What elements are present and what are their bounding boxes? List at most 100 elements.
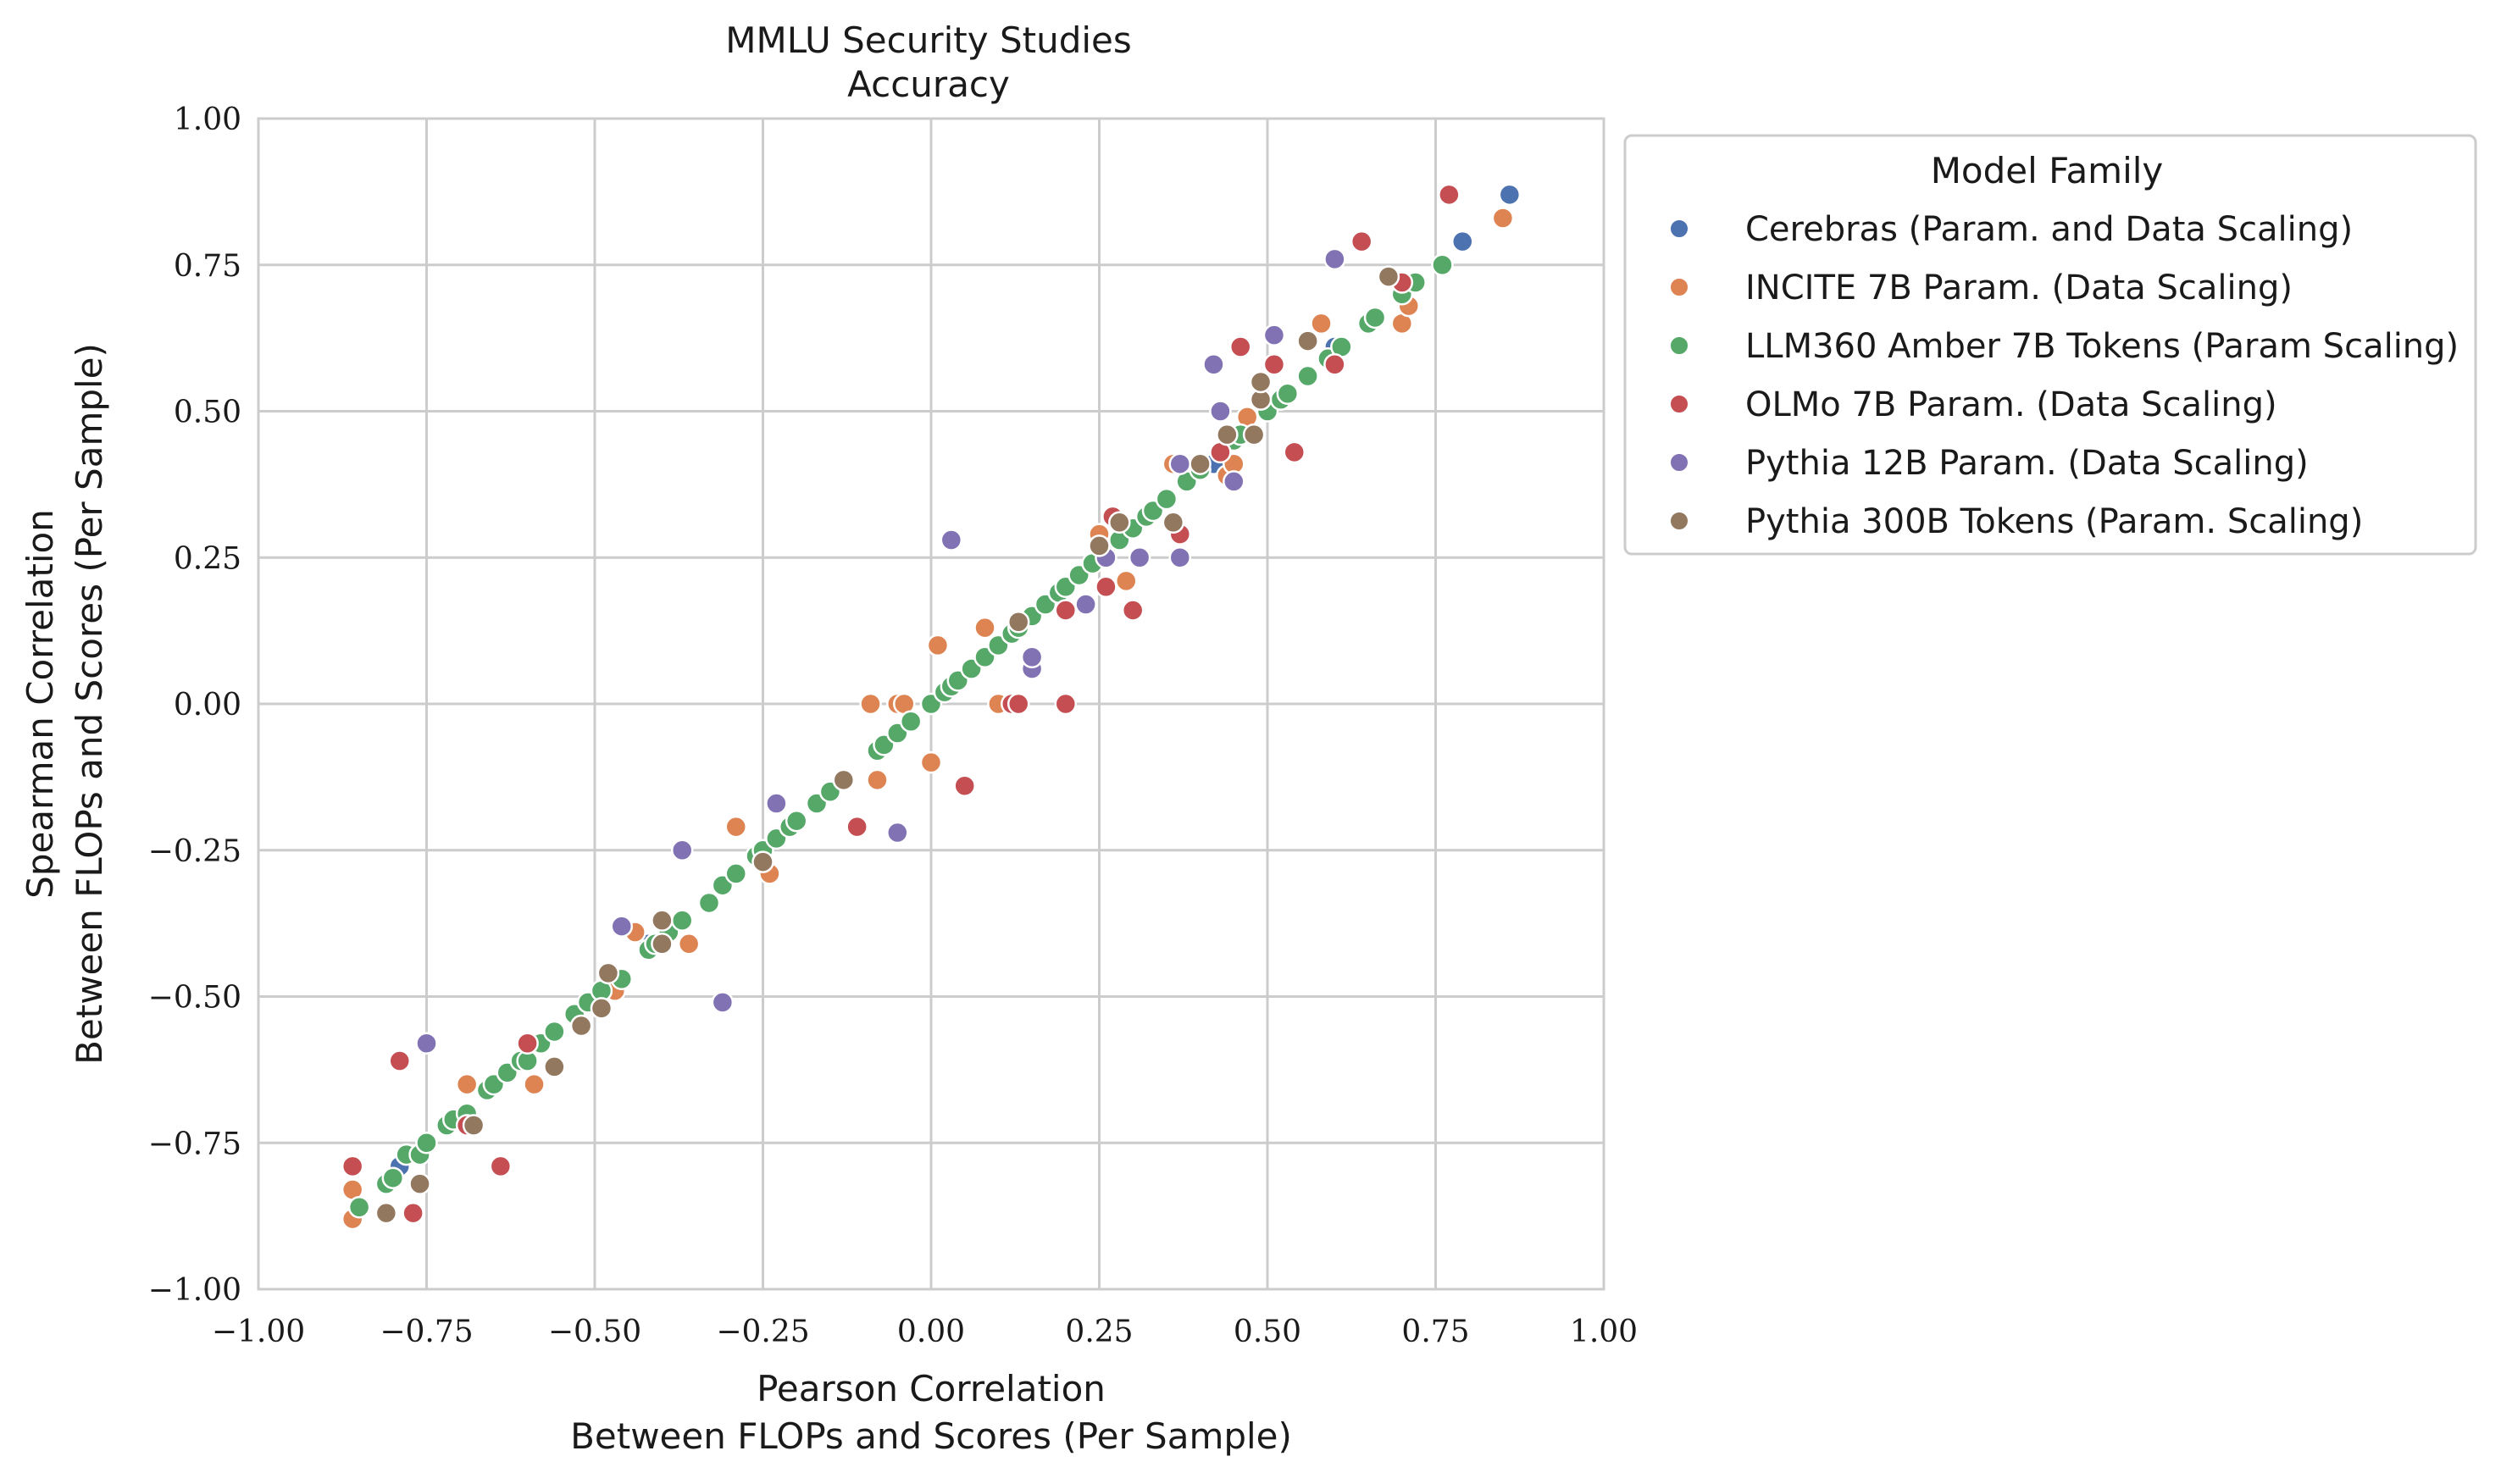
data-point [1108,511,1131,534]
data-point [1168,546,1192,569]
legend-item-4: OLMo 7B Param. (Data Scaling) [1669,385,2277,424]
legend-item-1: Cerebras (Param. and Data Scaling) [1669,210,2353,249]
data-point [859,692,882,716]
data-point [866,768,889,792]
data-point [1168,452,1192,475]
data-point [1054,692,1078,716]
data-point [1323,247,1346,271]
data-point [374,1201,398,1225]
legend-label: OLMo 7B Param. (Data Scaling) [1745,385,2277,424]
legend-label: Pythia 12B Param. (Data Scaling) [1745,444,2309,483]
legend-label: INCITE 7B Param. (Data Scaling) [1745,269,2293,307]
data-point [1155,487,1178,511]
plot-area [257,117,1605,1291]
data-point [543,1055,566,1078]
data-point [670,909,694,932]
data-point [1054,599,1078,622]
y-axis-label: Spearman Correlation Between FLOPs and Sc… [19,343,110,1065]
legend-marker [1669,335,1689,356]
data-point [1377,265,1400,288]
data-point [1498,183,1522,207]
data-point [523,1072,546,1096]
data-point [1162,511,1185,534]
x-tick-labels: −1.00 −0.75 −0.50 −0.25 0.00 0.25 0.50 0.75 1.00 [212,1315,1638,1349]
data-point [1228,335,1252,358]
data-point [1074,593,1097,616]
data-point [785,809,808,833]
data-point [1020,645,1044,668]
x-tick-label: 1.00 [1570,1315,1638,1349]
data-point [1276,382,1300,406]
data-point [596,961,620,985]
data-point [1262,324,1286,346]
data-point [751,850,774,873]
x-tick-label: 0.25 [1065,1315,1133,1349]
data-point [569,1014,593,1038]
data-point [462,1114,485,1137]
data-point [1209,400,1232,423]
data-point [1249,370,1273,394]
data-point [832,768,856,792]
chart-title-line-1: MMLU Security Studies [725,19,1132,61]
data-point [516,1032,539,1055]
series-3 [347,253,1454,1219]
data-point [1451,230,1474,253]
x-axis-label-line-2: Between FLOPs and Scores (Per Sample) [570,1415,1292,1457]
data-point [953,774,976,797]
data-point [610,915,634,938]
data-point [846,815,868,839]
data-point [886,821,909,844]
x-axis-label: Pearson Correlation Between FLOPs and Sco… [570,1368,1292,1457]
y-tick-label: 0.25 [174,541,241,576]
data-point [940,529,963,551]
data-point [1115,569,1138,593]
data-point [1262,352,1286,376]
legend-marker [1669,452,1689,473]
data-point [1350,230,1373,253]
data-point [1121,599,1145,622]
y-tick-label: −0.75 [148,1127,241,1161]
y-axis-label-line-2: Between FLOPs and Scores (Per Sample) [69,343,110,1065]
x-tick-label: −0.25 [716,1315,809,1349]
data-point [724,862,747,885]
data-point [347,1196,371,1219]
y-tick-label: 1.00 [174,102,241,137]
data-point [408,1172,431,1195]
x-tick-label: −0.75 [380,1315,473,1349]
data-point [1283,440,1306,464]
data-point [1128,546,1151,569]
x-tick-label: 0.50 [1234,1315,1301,1349]
data-point [1296,329,1319,352]
data-point [677,933,701,955]
y-tick-labels: −1.00 −0.75 −0.50 −0.25 0.00 0.25 0.50 0.75 1.00 [148,102,241,1308]
legend: Model Family Cerebras (Param. and Data Sc… [1623,134,2477,556]
data-point [651,909,674,932]
data-point [899,710,923,733]
data-point [388,1049,411,1072]
data-point [1310,312,1333,335]
legend-label: LLM360 Amber 7B Tokens (Param Scaling) [1745,327,2459,366]
data-point [1006,611,1030,634]
data-point [1242,423,1266,446]
data-point [402,1201,424,1225]
legend-item-5: Pythia 12B Param. (Data Scaling) [1669,444,2309,483]
series-6 [374,265,1400,1225]
data-point [1323,352,1346,376]
data-point [724,815,747,839]
data-point [1202,352,1225,376]
legend-marker [1669,511,1689,531]
data-point [670,839,694,861]
legend-item-6: Pythia 300B Tokens (Param. Scaling) [1669,502,2363,541]
legend-label: Cerebras (Param. and Data Scaling) [1745,210,2353,249]
data-point [415,1132,438,1155]
data-point [1431,253,1454,276]
legend-title: Model Family [1931,150,2164,191]
data-point [1491,207,1515,230]
x-tick-label: 0.00 [897,1315,965,1349]
data-point [765,792,788,815]
data-point [341,1155,364,1178]
y-tick-label: −0.50 [148,981,241,1016]
legend-item-2: INCITE 7B Param. (Data Scaling) [1669,269,2293,307]
data-point [1363,306,1387,329]
